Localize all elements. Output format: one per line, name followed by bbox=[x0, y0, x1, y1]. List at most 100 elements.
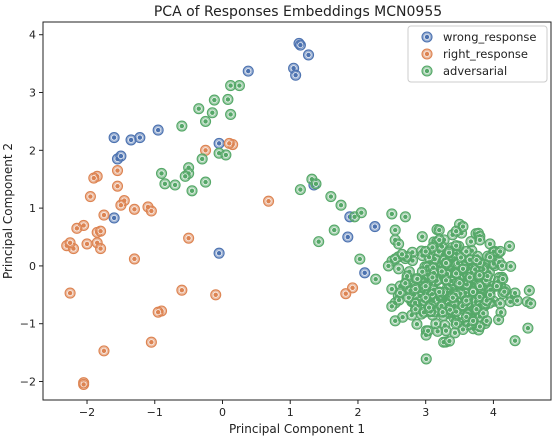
adversarial-point bbox=[484, 251, 496, 263]
adversarial-point bbox=[457, 323, 469, 336]
cluster-point bbox=[522, 322, 534, 334]
adversarial-point bbox=[179, 170, 191, 182]
adversarial-point bbox=[313, 236, 325, 248]
adversarial-point bbox=[222, 93, 234, 105]
adversarial-point bbox=[420, 292, 432, 304]
x-tick-label: 4 bbox=[490, 406, 497, 419]
x-tick-label: 1 bbox=[287, 406, 294, 419]
adversarial-point bbox=[440, 325, 452, 337]
right_response-point bbox=[111, 180, 124, 192]
wrong_response-point bbox=[108, 212, 120, 224]
cluster-point bbox=[474, 269, 486, 281]
adversarial-point bbox=[386, 300, 398, 312]
legend-label: wrong_response bbox=[443, 30, 537, 44]
adversarial-point bbox=[233, 80, 245, 92]
adversarial-point bbox=[457, 263, 469, 275]
wrong_response-point bbox=[342, 231, 354, 243]
adversarial-point bbox=[389, 224, 401, 236]
right_response-point bbox=[98, 345, 110, 357]
adversarial-point bbox=[494, 297, 506, 310]
right_response-point bbox=[111, 164, 124, 177]
cluster-point bbox=[443, 247, 455, 259]
adversarial-point bbox=[393, 263, 405, 275]
adversarial-point bbox=[474, 234, 486, 246]
adversarial-point bbox=[169, 179, 181, 191]
right_response-point bbox=[210, 289, 222, 301]
adversarial-point bbox=[484, 238, 496, 250]
adversarial-point bbox=[208, 94, 220, 106]
right_response-point bbox=[145, 205, 157, 217]
y-tick-label: 1 bbox=[29, 202, 36, 215]
legend-label: right_response bbox=[443, 47, 528, 61]
adversarial-point bbox=[389, 253, 401, 265]
right_response-point bbox=[223, 137, 235, 149]
cluster-point bbox=[370, 273, 382, 285]
wrong_response-point bbox=[213, 247, 225, 259]
cluster-point bbox=[411, 318, 423, 330]
y-tick-label: −1 bbox=[20, 318, 36, 331]
adversarial-point bbox=[440, 257, 452, 269]
chart-title: PCA of Responses Embeddings MCN0955 bbox=[154, 4, 442, 20]
right_response-point bbox=[78, 378, 90, 390]
adversarial-point bbox=[474, 280, 486, 292]
adversarial-point bbox=[393, 238, 405, 250]
cluster-point bbox=[505, 260, 517, 272]
adversarial-point bbox=[200, 115, 212, 127]
adversarial-point bbox=[220, 149, 232, 161]
adversarial-point bbox=[420, 245, 432, 258]
adversarial-point bbox=[440, 274, 452, 286]
right_response-point bbox=[64, 287, 76, 299]
legend-marker bbox=[421, 31, 433, 43]
adversarial-point bbox=[433, 286, 445, 298]
wrong_response-point bbox=[369, 221, 381, 233]
adversarial-point bbox=[443, 335, 455, 347]
wrong_response-point bbox=[242, 65, 254, 77]
cluster-point bbox=[496, 260, 508, 272]
cluster-point bbox=[420, 353, 432, 365]
x-tick-label: 2 bbox=[354, 406, 361, 419]
adversarial-point bbox=[193, 103, 205, 115]
adversarial-point bbox=[426, 271, 439, 284]
y-tick-label: 0 bbox=[29, 260, 36, 273]
y-tick-label: 3 bbox=[29, 87, 36, 100]
legend-label: adversarial bbox=[443, 64, 507, 78]
adversarial-point bbox=[382, 260, 394, 272]
cluster-point bbox=[497, 273, 509, 285]
adversarial-point bbox=[206, 107, 218, 119]
adversarial-point bbox=[335, 199, 347, 211]
wrong_response-point bbox=[152, 124, 164, 136]
y-axis-label: Principal Component 2 bbox=[1, 143, 15, 279]
right_response-point bbox=[176, 284, 188, 296]
right_response-point bbox=[71, 222, 83, 234]
legend-marker bbox=[421, 65, 433, 77]
right_response-point bbox=[346, 282, 359, 294]
adversarial-point bbox=[399, 277, 411, 289]
adversarial-point bbox=[460, 295, 472, 307]
adversarial-point bbox=[484, 289, 496, 301]
adversarial-point bbox=[155, 167, 168, 179]
right_response-point bbox=[84, 191, 96, 203]
adversarial-point bbox=[386, 283, 398, 295]
adversarial-point bbox=[474, 321, 486, 333]
adversarial-point bbox=[310, 178, 322, 190]
adversarial-point bbox=[416, 266, 428, 278]
right_response-point bbox=[183, 232, 195, 244]
y-tick-label: −2 bbox=[20, 376, 36, 389]
cluster-point bbox=[493, 314, 505, 326]
adversarial-point bbox=[186, 185, 198, 197]
y-tick-label: 2 bbox=[29, 144, 36, 157]
x-tick-label: −1 bbox=[147, 406, 163, 419]
adversarial-point bbox=[386, 208, 398, 220]
x-axis-label: Principal Component 1 bbox=[229, 422, 365, 436]
adversarial-point bbox=[450, 240, 462, 252]
right_response-point bbox=[128, 253, 140, 265]
wrong_response-point bbox=[115, 150, 127, 162]
right_response-point bbox=[88, 172, 100, 184]
wrong_response-point bbox=[302, 49, 315, 61]
adversarial-point bbox=[159, 178, 171, 190]
wrong_response-point bbox=[294, 39, 306, 51]
axis-ticks: −2 −1 0 1 2 3 4 −2 −1 0 1 2 3 4 bbox=[20, 29, 497, 419]
adversarial-point bbox=[447, 292, 459, 304]
adversarial-point bbox=[196, 153, 208, 165]
